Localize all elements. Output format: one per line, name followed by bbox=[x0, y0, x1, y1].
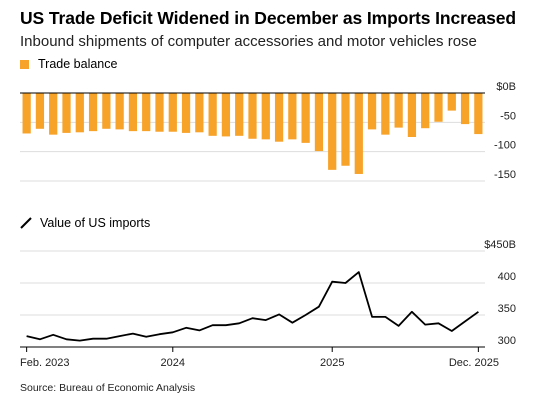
bar-y-tick-label: $0B bbox=[496, 81, 516, 93]
x-tick-label: Dec. 2025 bbox=[449, 357, 499, 369]
bar bbox=[248, 93, 257, 139]
x-tick-label: 2024 bbox=[161, 357, 185, 369]
legend-imports: Value of US imports bbox=[20, 216, 150, 230]
bar bbox=[434, 93, 443, 122]
bar bbox=[195, 93, 204, 133]
bar bbox=[115, 93, 124, 130]
bar bbox=[128, 93, 138, 132]
bar bbox=[221, 93, 231, 137]
bar bbox=[168, 93, 177, 132]
bar bbox=[381, 93, 390, 135]
bar bbox=[288, 93, 297, 140]
bar bbox=[22, 93, 31, 134]
legend-swatch-bar bbox=[20, 59, 29, 69]
bar bbox=[341, 93, 350, 166]
bar bbox=[314, 93, 324, 152]
bar bbox=[301, 93, 310, 143]
bar bbox=[75, 93, 84, 133]
bar-y-tick-label: -50 bbox=[500, 110, 516, 122]
bar bbox=[88, 93, 98, 132]
bar bbox=[460, 93, 470, 125]
line-y-tick-label: 300 bbox=[498, 335, 516, 347]
chart-subtitle: Inbound shipments of computer accessorie… bbox=[20, 33, 477, 50]
x-tick-label: Feb. 2023 bbox=[20, 357, 70, 369]
x-axis: Feb. 2023 2024 2025 Dec. 2025 bbox=[20, 347, 499, 369]
bar bbox=[474, 93, 483, 135]
chart-title: US Trade Deficit Widened in December as … bbox=[20, 8, 516, 28]
bar bbox=[155, 93, 164, 132]
bar bbox=[367, 93, 377, 130]
line-chart-panel: $450B 400 350 300 bbox=[20, 239, 516, 348]
line-y-tick-label: 400 bbox=[498, 271, 516, 283]
bar bbox=[354, 93, 363, 174]
bar bbox=[181, 93, 191, 133]
bar bbox=[394, 93, 403, 128]
bar bbox=[421, 93, 430, 129]
legend-trade-balance: Trade balance bbox=[20, 57, 117, 71]
bar-chart-panel: $0B -50 -100 -150 bbox=[20, 81, 516, 182]
bar bbox=[274, 93, 284, 142]
source-note: Source: Bureau of Economic Analysis bbox=[20, 382, 196, 394]
bar bbox=[407, 93, 417, 137]
bar bbox=[35, 93, 45, 129]
bar bbox=[447, 93, 456, 111]
bar bbox=[142, 93, 151, 132]
legend-swatch-line bbox=[20, 217, 32, 229]
line-y-tick-label: $450B bbox=[484, 239, 516, 251]
bar-y-tick-label: -150 bbox=[494, 169, 516, 181]
bar bbox=[102, 93, 111, 129]
bar bbox=[328, 93, 337, 170]
legend-label-trade-balance: Trade balance bbox=[38, 57, 118, 71]
imports-line bbox=[26, 271, 479, 342]
legend-label-imports: Value of US imports bbox=[40, 216, 151, 230]
bar bbox=[208, 93, 217, 136]
bar bbox=[235, 93, 244, 136]
bar bbox=[49, 93, 58, 135]
line-y-tick-label: 350 bbox=[498, 303, 516, 315]
bar bbox=[261, 93, 270, 140]
x-tick-label: 2025 bbox=[320, 357, 344, 369]
bar bbox=[62, 93, 71, 133]
bar-y-tick-label: -100 bbox=[494, 140, 516, 152]
